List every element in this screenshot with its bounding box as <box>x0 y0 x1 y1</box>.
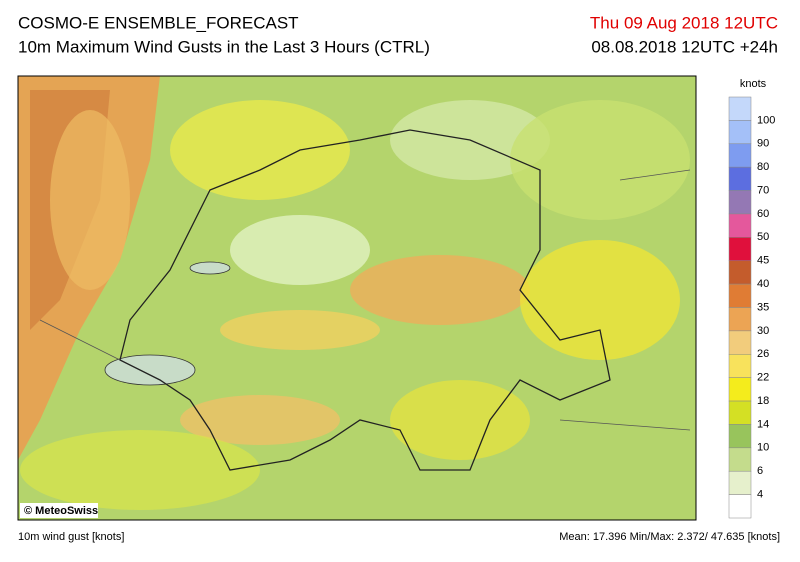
legend-label: 6 <box>757 465 763 477</box>
legend-label: 26 <box>757 348 769 360</box>
legend-label: 45 <box>757 255 769 267</box>
legend-swatch <box>728 377 752 402</box>
legend-swatch <box>728 213 752 238</box>
legend-swatch <box>728 96 752 121</box>
legend-swatch <box>728 190 752 215</box>
legend-swatch <box>728 283 752 308</box>
valid-time: Thu 09 Aug 2018 12UTC <box>590 13 778 32</box>
legend-swatch <box>728 307 752 332</box>
legend-label: 22 <box>757 372 769 384</box>
legend-unit: knots <box>740 78 767 90</box>
legend-swatch <box>728 470 752 495</box>
legend-swatch <box>728 447 752 472</box>
legend-label: 70 <box>757 184 769 196</box>
legend-swatch <box>728 330 752 355</box>
legend-swatch <box>728 400 752 425</box>
legend-label: 30 <box>757 325 769 337</box>
legend-swatch <box>728 120 752 145</box>
legend-label: 18 <box>757 395 769 407</box>
legend-swatch <box>728 354 752 378</box>
legend-swatch <box>728 494 752 519</box>
legend-label: 90 <box>757 138 769 150</box>
legend-label: 4 <box>757 489 763 501</box>
legend-swatch <box>728 260 752 285</box>
footer-stats: Mean: 17.396 Min/Max: 2.372/ 47.635 [kno… <box>559 531 780 543</box>
legend-label: 14 <box>757 418 769 430</box>
legend-label: 100 <box>757 114 775 126</box>
legend-label: 50 <box>757 231 769 243</box>
footer-variable: 10m wind gust [knots] <box>18 531 124 543</box>
map: © MeteoSwiss <box>17 75 697 521</box>
legend-swatch <box>728 143 752 168</box>
credit: © MeteoSwiss <box>24 505 98 517</box>
legend-swatch <box>728 166 752 191</box>
run-time: 08.08.2018 12UTC +24h <box>591 37 778 56</box>
legend-label: 40 <box>757 278 769 290</box>
title: COSMO-E ENSEMBLE_FORECAST <box>18 13 299 32</box>
legend-label: 10 <box>757 442 769 454</box>
legend-swatch <box>728 424 752 449</box>
legend-swatch <box>728 237 752 261</box>
legend-label: 60 <box>757 208 769 220</box>
legend-label: 80 <box>757 161 769 173</box>
subtitle: 10m Maximum Wind Gusts in the Last 3 Hou… <box>18 37 430 56</box>
colorbar: 100 90 80 70 60 50 45 40 35 30 26 22 18 14 10 6 4 <box>728 96 775 519</box>
legend-label: 35 <box>757 301 769 313</box>
